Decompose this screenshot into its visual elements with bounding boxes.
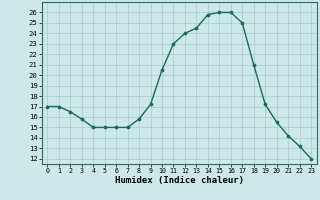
X-axis label: Humidex (Indice chaleur): Humidex (Indice chaleur) xyxy=(115,176,244,185)
